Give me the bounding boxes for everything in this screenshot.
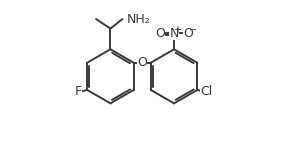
Text: +: + (173, 25, 181, 35)
Text: −: − (189, 25, 197, 35)
Text: N: N (169, 27, 179, 40)
Text: O: O (137, 56, 147, 69)
Text: Cl: Cl (200, 85, 212, 98)
Text: NH₂: NH₂ (127, 13, 151, 26)
Text: O: O (183, 27, 193, 40)
Text: O: O (155, 27, 165, 40)
Text: F: F (75, 85, 82, 98)
